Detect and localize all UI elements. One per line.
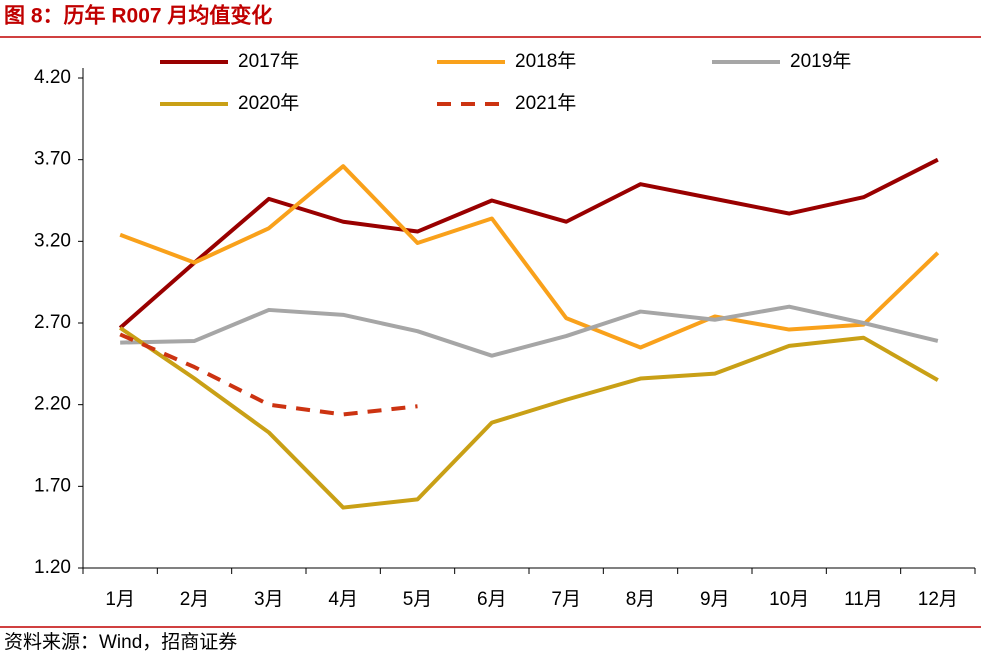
x-tick-label: 7月 bbox=[551, 589, 581, 610]
y-tick-label: 3.20 bbox=[34, 230, 71, 251]
x-tick-label: 3月 bbox=[254, 589, 284, 610]
x-tick-label: 1月 bbox=[105, 589, 135, 610]
series-line bbox=[120, 304, 939, 358]
legend-label: 2021年 bbox=[515, 92, 576, 114]
y-tick-label: 2.70 bbox=[34, 312, 71, 333]
x-tick-label: 10月 bbox=[769, 589, 809, 610]
y-tick-label: 4.20 bbox=[34, 67, 71, 88]
chart-title: 图 8：历年 R007 月均值变化 bbox=[4, 4, 272, 28]
y-tick-label: 2.20 bbox=[34, 394, 71, 415]
series-line bbox=[118, 157, 939, 330]
series-line bbox=[119, 332, 418, 417]
legend-label: 2018年 bbox=[515, 50, 576, 72]
x-tick-label: 9月 bbox=[700, 589, 730, 610]
series-line bbox=[119, 326, 939, 510]
y-tick-label: 1.20 bbox=[34, 557, 71, 578]
x-tick-label: 2月 bbox=[180, 589, 210, 610]
x-tick-label: 8月 bbox=[626, 589, 656, 610]
x-tick-label: 6月 bbox=[477, 589, 507, 610]
x-tick-label: 11月 bbox=[844, 589, 883, 610]
series-line bbox=[119, 164, 940, 350]
legend-label: 2020年 bbox=[238, 92, 299, 114]
legend-label: 2019年 bbox=[790, 50, 851, 72]
x-tick-label: 12月 bbox=[918, 589, 958, 610]
y-tick-label: 3.70 bbox=[34, 149, 71, 170]
y-tick-label: 1.70 bbox=[34, 475, 71, 496]
legend-label: 2017年 bbox=[238, 50, 299, 72]
x-tick-label: 4月 bbox=[328, 589, 358, 610]
source: 资料来源：Wind，招商证券 bbox=[4, 631, 237, 653]
x-tick-label: 5月 bbox=[403, 589, 433, 610]
